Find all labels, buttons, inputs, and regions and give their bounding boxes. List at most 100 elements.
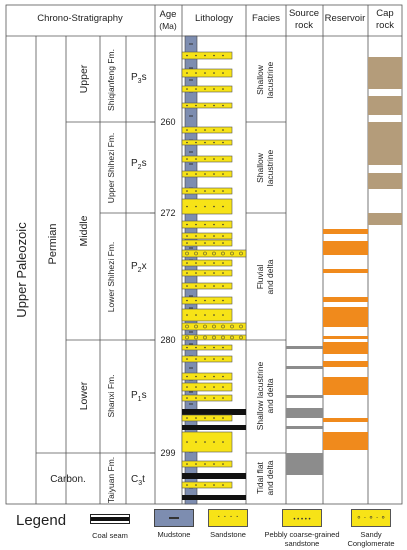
coal-seam-bed — [182, 409, 246, 415]
source-rock-band — [286, 453, 323, 475]
formation-upper-shihezi: Upper Shihezi Fm. — [106, 133, 116, 203]
formation-code: P1s — [131, 390, 147, 403]
legend: Legend Coal seam Mudstone Sandstone Pebb… — [0, 506, 407, 550]
formation-shanxi: Shanxi Fm. — [106, 375, 116, 418]
cap-rock-band — [368, 96, 402, 115]
svg-text:Tidal flat: Tidal flat — [255, 461, 265, 493]
age-280: 280 — [160, 335, 175, 345]
source-rock-band — [286, 395, 323, 398]
cap-rock-beds — [368, 57, 402, 225]
source-rock-beds — [286, 346, 323, 475]
sandstone-bed — [181, 155, 233, 163]
age-260: 260 — [160, 117, 175, 127]
svg-text:lacustrine: lacustrine — [265, 62, 275, 99]
header-age: Age — [160, 9, 177, 20]
facies-taiyuan: Tidal flat and delta — [255, 460, 275, 495]
conglomerate-bed — [181, 322, 247, 331]
sandstone-bed — [181, 102, 233, 109]
sandstone-bed — [181, 259, 233, 267]
coal-seam-bed — [182, 425, 246, 430]
sandstone-bed — [181, 232, 233, 240]
reservoir-band — [323, 241, 368, 255]
sandstone-bed — [181, 282, 233, 290]
formation-codes: P3s P2s P2x P1s C3t — [131, 72, 147, 487]
header-age-unit: (Ma) — [159, 21, 177, 31]
cap-rock-band — [368, 173, 402, 189]
sandstone-bed — [181, 308, 233, 322]
reservoir-band — [323, 307, 368, 327]
pebbly-sandstone-swatch — [282, 509, 322, 527]
header-source: Source — [289, 8, 319, 19]
sandstone-bed — [181, 198, 233, 215]
conglomerate-bed — [181, 334, 247, 341]
source-rock-band — [286, 346, 323, 349]
sandstone-bed — [181, 220, 233, 229]
header-facies: Facies — [252, 13, 280, 24]
reservoir-band — [323, 418, 368, 422]
sandstone-bed — [181, 460, 233, 468]
sandstone-bed — [181, 414, 233, 422]
coal-seam-swatch — [91, 515, 129, 523]
facies-upper-shihezi: Shallow lacustrine — [255, 150, 275, 187]
formation-shiqianfeng: Shiqianfeng Fm. — [106, 49, 116, 111]
conglomerate-bed — [181, 249, 247, 258]
svg-text:Fluvial: Fluvial — [255, 265, 265, 290]
legend-item-mudstone: Mudstone — [148, 509, 200, 539]
sandstone-bed — [181, 431, 233, 453]
reservoir-band — [323, 297, 368, 302]
sandstone-bed — [181, 187, 233, 195]
svg-text:and delta: and delta — [265, 259, 275, 294]
svg-text:Shallow: Shallow — [255, 64, 265, 95]
reservoir-band — [323, 432, 368, 450]
formation-code: P2x — [131, 261, 147, 274]
mudstone-swatch — [154, 509, 194, 527]
age-272: 272 — [160, 208, 175, 218]
sandstone-bed — [181, 68, 233, 78]
svg-text:and delta: and delta — [265, 460, 275, 495]
sandstone-bed — [181, 85, 233, 93]
coal-seam-bed — [182, 473, 246, 479]
sandstone-bed — [181, 344, 233, 351]
formation-code: P3s — [131, 72, 147, 85]
coal-seam-bed — [182, 495, 246, 500]
formation-taiyuan: Taiyuan Fm. — [106, 457, 116, 503]
erathem-label: Upper Paleozoic — [14, 222, 29, 318]
reservoir-band — [323, 361, 368, 367]
legend-title: Legend — [16, 512, 67, 529]
sandstone-bed — [181, 126, 233, 134]
header-reservoir: Reservoir — [325, 13, 366, 24]
source-rock-band — [286, 408, 323, 418]
reservoir-band — [323, 377, 368, 395]
svg-text:and delta: and delta — [265, 378, 275, 413]
reservoir-band — [323, 229, 368, 234]
age-299: 299 — [160, 448, 175, 458]
source-rock-band — [286, 366, 323, 369]
sandstone-bed — [181, 382, 233, 392]
formation-code: P2s — [131, 158, 147, 171]
sandstone-bed — [181, 139, 233, 146]
svg-text:Shallow lacustrine: Shallow lacustrine — [255, 361, 265, 430]
sandy-conglomerate-swatch — [351, 509, 391, 527]
header-cap-rock: rock — [376, 20, 394, 31]
series-label-lower: Lower — [78, 381, 90, 410]
system-label-carbon: Carbon. — [50, 474, 86, 485]
reservoir-beds — [323, 229, 368, 450]
sandstone-bed — [181, 394, 233, 402]
cap-rock-band — [368, 213, 402, 225]
header-source-rock: rock — [295, 20, 313, 31]
header-cap: Cap — [376, 8, 393, 19]
cap-rock-band — [368, 122, 402, 165]
header-lithology: Lithology — [195, 13, 233, 24]
sandstone-bed — [181, 355, 233, 363]
facies-shanxi: Shallow lacustrine and delta — [255, 361, 275, 430]
legend-item-sandy-conglomerate: Sandy Conglomerate — [340, 509, 402, 548]
source-rock-band — [286, 426, 323, 429]
legend-item-pebbly: Pebbly coarse-grained sandstone — [262, 509, 342, 548]
sandstone-bed — [181, 481, 233, 489]
reservoir-band — [323, 342, 368, 354]
reservoir-band — [323, 336, 368, 339]
lithology-beds — [181, 51, 247, 500]
system-label-permian: Permian — [47, 224, 59, 265]
cap-rock-band — [368, 57, 402, 89]
facies-lower-shihezi: Fluvial and delta — [255, 259, 275, 294]
